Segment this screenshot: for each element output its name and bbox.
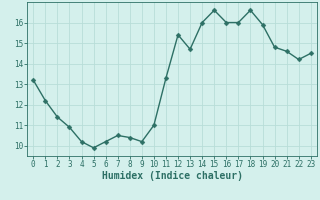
X-axis label: Humidex (Indice chaleur): Humidex (Indice chaleur): [101, 171, 243, 181]
